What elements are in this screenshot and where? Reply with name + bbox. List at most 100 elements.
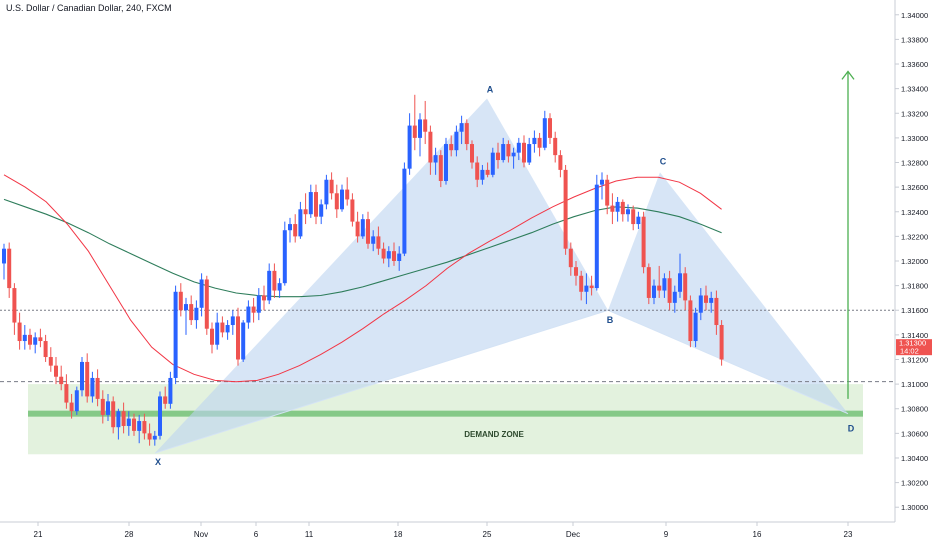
candle-body	[319, 204, 324, 217]
candle-body	[641, 216, 646, 268]
candle-body	[392, 251, 396, 261]
candle-body	[688, 300, 693, 342]
pattern-bcd	[608, 172, 848, 414]
candle-body	[667, 278, 672, 303]
candle-body	[106, 401, 110, 415]
candle-body	[678, 273, 682, 292]
candle-body	[542, 118, 547, 148]
candle-body	[600, 179, 604, 185]
candle-body	[74, 390, 79, 412]
candle-body	[464, 123, 469, 145]
candle-body	[267, 270, 272, 301]
candle-body	[485, 169, 490, 175]
x-tick-label: 28	[125, 530, 134, 539]
candle-body	[241, 322, 246, 360]
candle-body	[490, 152, 495, 175]
candle-body	[475, 162, 480, 180]
x-tick-label: 11	[305, 530, 314, 539]
candle-body	[454, 131, 459, 151]
candle-body	[152, 435, 157, 440]
candle-body	[95, 377, 100, 399]
y-tick-label: 1.31400	[901, 331, 928, 340]
candle-body	[168, 377, 173, 404]
candle-body	[558, 155, 563, 170]
y-tick-label: 1.32600	[901, 183, 928, 192]
demand-zone-line	[28, 410, 863, 417]
candle-body	[282, 230, 287, 284]
candle-body	[100, 398, 105, 415]
x-tick-label: 6	[254, 530, 259, 539]
candle-body	[568, 248, 573, 268]
candle-body	[366, 219, 370, 244]
candle-body	[360, 219, 365, 237]
candle-body	[407, 125, 412, 169]
candle-body	[480, 169, 485, 180]
x-tick-label: Nov	[194, 530, 208, 539]
candle-body	[693, 312, 698, 342]
candle-body	[657, 285, 662, 291]
candle-body	[230, 316, 235, 326]
y-tick-label: 1.32400	[901, 208, 928, 217]
pattern-xab	[155, 98, 608, 454]
pattern-label-c: C	[660, 156, 667, 166]
x-tick-label: 16	[753, 530, 762, 539]
candle-body	[38, 337, 43, 342]
candle-body	[652, 285, 656, 298]
candle-body	[709, 297, 714, 303]
y-tick-label: 1.31800	[901, 282, 928, 291]
candle-body	[288, 224, 292, 231]
candle-body	[516, 142, 521, 153]
candle-body	[147, 433, 152, 440]
candle-body	[199, 279, 204, 308]
candle-body	[329, 179, 334, 194]
x-tick-label: Dec	[566, 530, 580, 539]
candle-body	[553, 137, 558, 156]
candle-body	[698, 295, 703, 313]
candle-body	[386, 251, 391, 259]
demand-zone	[28, 384, 863, 455]
candle-body	[277, 283, 282, 291]
countdown-label: 14:02	[900, 347, 919, 356]
pattern-bd-line	[607, 309, 849, 415]
candle-body	[646, 267, 651, 298]
candle-body	[28, 334, 32, 345]
y-tick-label: 1.33200	[901, 109, 928, 118]
candle-body	[69, 402, 74, 412]
candle-body	[163, 396, 168, 404]
candle-body	[142, 421, 147, 434]
candle-body	[402, 168, 407, 254]
y-tick-label: 1.34000	[901, 11, 928, 20]
candle-body	[376, 236, 381, 249]
x-tick-label: 18	[394, 530, 403, 539]
candle-body	[532, 137, 537, 145]
chart-title: U.S. Dollar / Canadian Dollar, 240, FXCM	[6, 3, 172, 13]
candle-body	[345, 189, 350, 200]
y-tick-label: 1.30200	[901, 479, 928, 488]
candle-body	[59, 376, 64, 385]
candle-body	[324, 179, 329, 205]
candle-body	[210, 328, 214, 345]
candle-body	[584, 285, 589, 292]
candle-body	[225, 325, 230, 333]
candle-body	[594, 184, 599, 289]
candle-body	[511, 152, 516, 157]
candle-body	[683, 273, 688, 301]
y-tick-label: 1.30800	[901, 405, 928, 414]
candle-body	[272, 270, 277, 291]
candle-body	[121, 411, 126, 426]
candle-body	[64, 384, 69, 403]
candle-body	[262, 295, 266, 301]
candle-body	[522, 142, 526, 163]
candle-body	[215, 322, 220, 345]
candle-body	[704, 295, 708, 303]
candle-body	[381, 248, 386, 259]
candle-body	[438, 155, 443, 181]
demand-zone-label: DEMAND ZONE	[464, 430, 524, 439]
candle-body	[54, 365, 58, 377]
candle-body	[470, 144, 474, 163]
candle-body	[719, 325, 724, 360]
candle-body	[7, 248, 12, 289]
candle-body	[43, 341, 48, 358]
candle-body	[605, 179, 610, 206]
